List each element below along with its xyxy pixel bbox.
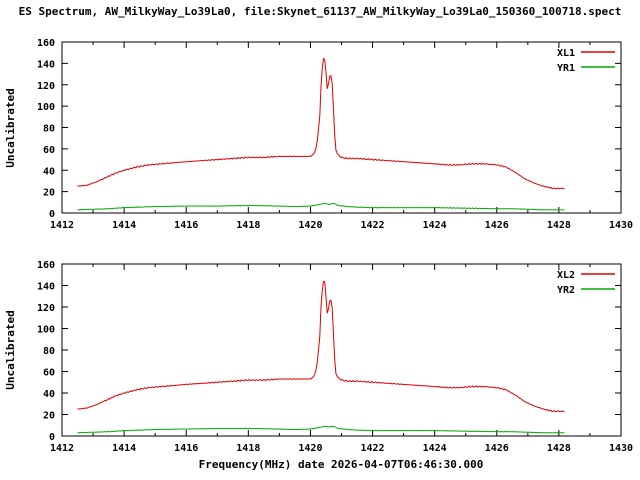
legend-label-YR2: YR2 [557, 285, 575, 296]
x-tick-label: 1416 [174, 220, 198, 231]
plot-border [61, 41, 622, 214]
y-tick-label: 20 [43, 411, 55, 422]
series-line-YR2 [77, 425, 565, 434]
x-tick-label: 1420 [298, 220, 322, 231]
series-line-XL2 [77, 280, 565, 413]
x-tick-label: 1414 [112, 443, 136, 454]
x-tick-label: 1426 [485, 443, 509, 454]
y-tick-label: 20 [43, 188, 55, 199]
y-tick-label: 40 [43, 166, 55, 177]
y-tick-label: 80 [43, 124, 55, 135]
x-tick-label: 1422 [361, 443, 385, 454]
y-tick-label: 140 [37, 282, 55, 293]
x-tick-label: 1430 [609, 220, 633, 231]
x-tick-label: 1424 [423, 443, 447, 454]
plot-border [61, 263, 622, 437]
y-tick-label: 120 [37, 81, 55, 92]
x-tick-label: 1430 [609, 443, 633, 454]
x-tick-label: 1412 [50, 443, 74, 454]
y-tick-label: 160 [37, 260, 55, 271]
y-tick-label: 100 [37, 325, 55, 336]
y-axis-label-bottom: Uncalibrated [4, 310, 17, 389]
y-tick-label: 120 [37, 303, 55, 314]
y-tick-label: 160 [37, 38, 55, 49]
x-tick-label: 1416 [174, 443, 198, 454]
y-tick-label: 140 [37, 59, 55, 70]
legend-label-YR1: YR1 [557, 63, 575, 74]
x-tick-label: 1418 [236, 443, 260, 454]
y-tick-label: 0 [49, 432, 55, 443]
x-tick-label: 1420 [298, 443, 322, 454]
figure-title: ES Spectrum, AW_MilkyWay_Lo39La0, file:S… [19, 5, 622, 18]
legend-label-XL1: XL1 [557, 48, 575, 59]
x-axis-label: Frequency(MHz) date 2026-04-07T06:46:30.… [199, 458, 484, 471]
y-tick-label: 80 [43, 346, 55, 357]
x-tick-label: 1418 [236, 220, 260, 231]
x-tick-label: 1414 [112, 220, 136, 231]
y-tick-label: 60 [43, 368, 55, 379]
spectrum-panel-top: 1412 1414 1416 1418 1420 1422 1424 1426 1428 1430… [37, 38, 633, 231]
spectrum-panel-bottom: 1412 1414 1416 1418 1420 1422 1424 1426 1428 1430… [37, 260, 633, 454]
y-tick-label: 60 [43, 145, 55, 156]
x-tick-label: 1422 [361, 220, 385, 231]
x-tick-label: 1428 [547, 443, 571, 454]
x-tick-label: 1426 [485, 220, 509, 231]
x-tick-label: 1428 [547, 220, 571, 231]
x-tick-label: 1412 [50, 220, 74, 231]
y-tick-label: 100 [37, 102, 55, 113]
y-tick-label: 40 [43, 389, 55, 400]
legend-label-XL2: XL2 [557, 270, 575, 281]
series-line-XL1 [77, 57, 565, 190]
series-line-YR1 [77, 202, 565, 211]
y-axis-label-top: Uncalibrated [4, 88, 17, 167]
y-tick-label: 0 [49, 209, 55, 220]
x-tick-label: 1424 [423, 220, 447, 231]
